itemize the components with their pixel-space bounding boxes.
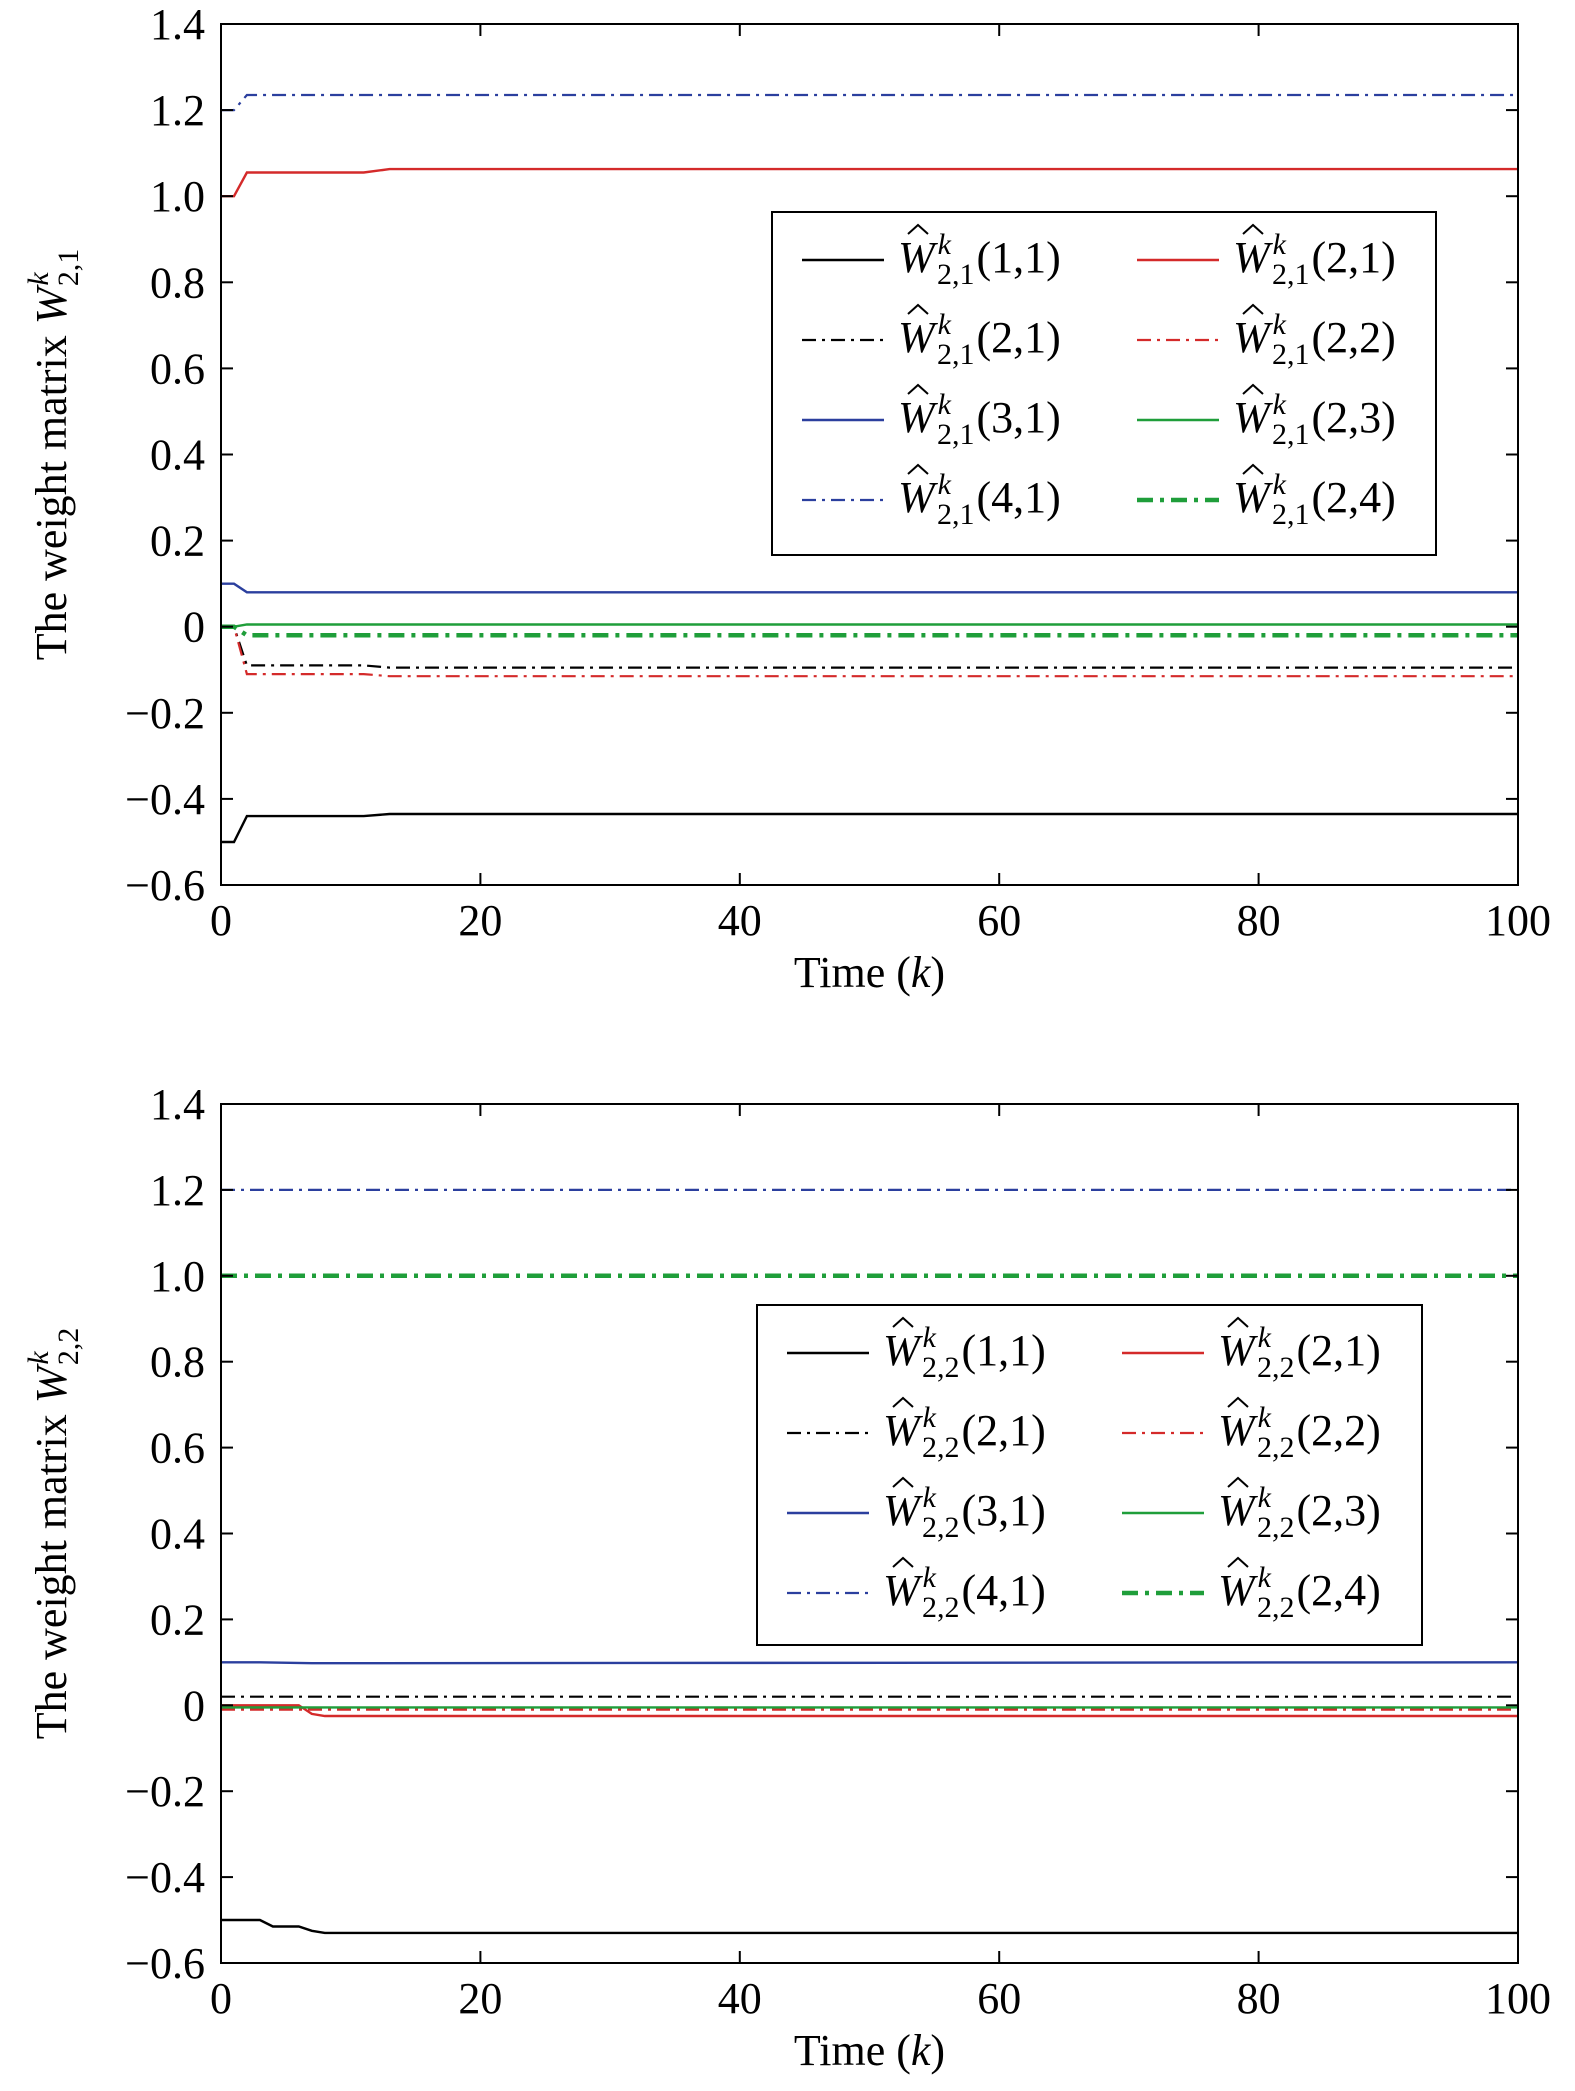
x-tick-label: 100 (1485, 1974, 1551, 2023)
x-tick-label: 100 (1485, 896, 1551, 945)
hat-accent (907, 463, 929, 475)
y-tick-label: 1.0 (150, 172, 205, 221)
hat-accent (892, 1396, 914, 1408)
hat-accent (1227, 1556, 1249, 1568)
chart-bottom: −0.6 −0.4 −0.2 0 0.2 0.4 0.6 0.8 1.0 1.2 1.4 0 20 40 6… (22, 1080, 1551, 2075)
series-line-8 (221, 624, 1518, 638)
x-tick-label: 60 (977, 1974, 1021, 2023)
hat-accent (892, 1476, 914, 1488)
y-tick-label: 0.4 (150, 431, 205, 480)
hat-accent (1227, 1396, 1249, 1408)
hat-accent (1242, 463, 1264, 475)
x-tick-label: 0 (210, 1974, 232, 2023)
y-tick-label: 0.6 (150, 344, 205, 393)
y-tick-label: 0 (183, 603, 205, 652)
chart-top: −0.6 −0.4 −0.2 0 0.2 0.4 0.6 0.8 1.0 1.2 1.4 0 20 40 6… (22, 0, 1551, 997)
x-axis-title: Time (k) (794, 948, 945, 997)
y-axis-title: The weight matrix Wk2,2 (22, 1328, 85, 1740)
series-line-1 (221, 1918, 1518, 1935)
series-line-1 (221, 812, 1518, 844)
x-tick-label: 60 (977, 896, 1021, 945)
y-tick-label: −0.4 (125, 775, 205, 824)
y-tick-label: 1.0 (150, 1252, 205, 1301)
y-tick-label: 0.2 (150, 517, 205, 566)
y-tick-label: 1.2 (150, 86, 205, 135)
y-axis-title: The weight matrix Wk2,1 (22, 249, 85, 661)
hat-accent (1227, 1316, 1249, 1328)
y-tick-label: −0.6 (125, 1939, 205, 1988)
y-tick-label: −0.4 (125, 1853, 205, 1902)
series-line-2 (221, 167, 1518, 198)
x-tick-label: 0 (210, 896, 232, 945)
hat-accent (907, 303, 929, 315)
series-line-2 (221, 1704, 1518, 1718)
series-line-6 (221, 623, 1518, 628)
y-tick-label: 1.4 (150, 0, 205, 49)
y-tick-label: 0.2 (150, 1595, 205, 1644)
hat-accent (892, 1556, 914, 1568)
series-line-5 (221, 1661, 1519, 1665)
hat-accent (1227, 1476, 1249, 1488)
hat-accent (1242, 383, 1264, 395)
hat-accent (892, 1316, 914, 1328)
x-axis-title: Time (k) (794, 2026, 945, 2075)
hat-accent (907, 223, 929, 235)
x-tick-label: 40 (718, 896, 762, 945)
y-tick-label: −0.6 (125, 861, 205, 910)
x-tick-label: 20 (458, 896, 502, 945)
y-tick-label: 0 (183, 1681, 205, 1730)
x-tick-label: 80 (1237, 1974, 1281, 2023)
x-tick-label: 80 (1237, 896, 1281, 945)
hat-accent (1242, 303, 1264, 315)
y-tick-label: −0.2 (125, 689, 205, 738)
series-line-7 (221, 93, 1518, 112)
y-tick-label: 1.2 (150, 1166, 205, 1215)
y-tick-label: −0.2 (125, 1767, 205, 1816)
y-tick-label: 0.8 (150, 1338, 205, 1387)
series-line-5 (221, 582, 1518, 594)
y-tick-label: 0.6 (150, 1424, 205, 1473)
y-tick-label: 1.4 (150, 1080, 205, 1129)
hat-accent (907, 383, 929, 395)
series-line-3 (221, 625, 1518, 669)
legend-box (756, 1304, 1423, 1646)
hat-accent (1242, 223, 1264, 235)
x-tick-label: 40 (718, 1974, 762, 2023)
legend-box (771, 211, 1437, 556)
x-tick-label: 20 (458, 1974, 502, 2023)
y-tick-label: 0.4 (150, 1510, 205, 1559)
y-tick-label: 0.8 (150, 258, 205, 307)
